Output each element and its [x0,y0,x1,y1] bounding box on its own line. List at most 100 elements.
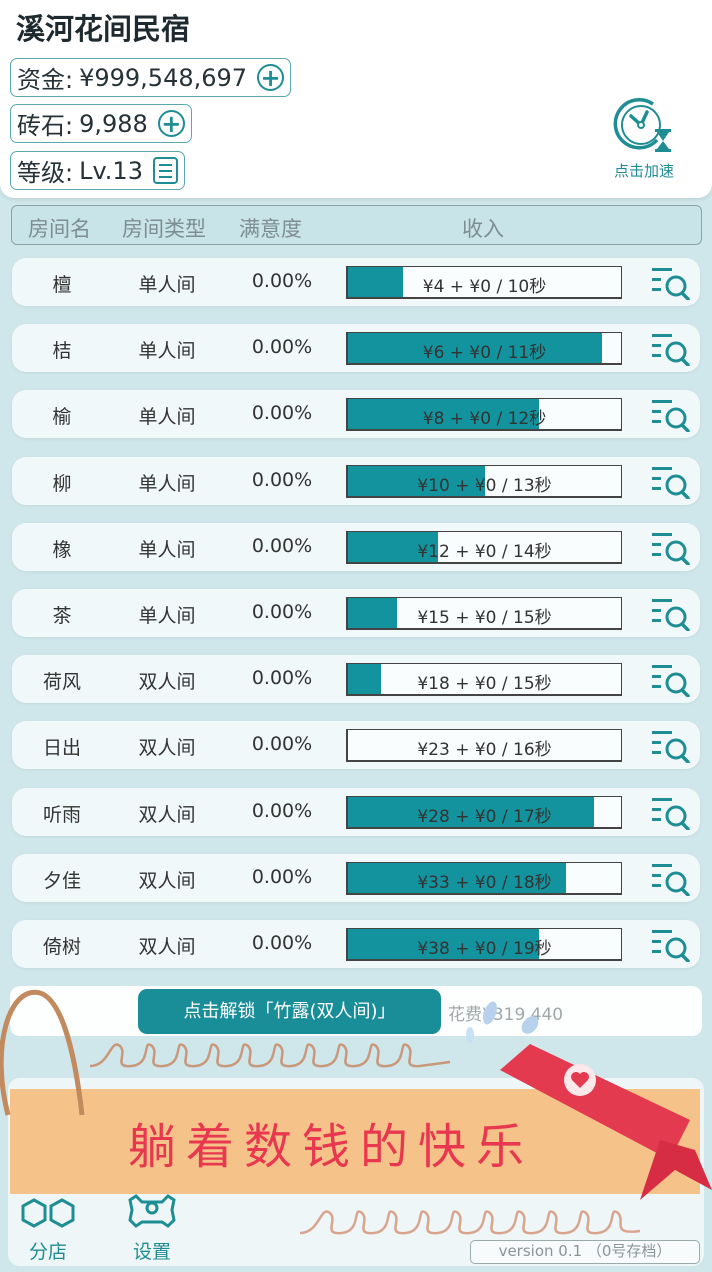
income-progress-bar: ¥23 + ¥0 / 16秒 [346,729,622,763]
hexagons-icon [21,1198,75,1228]
room-satisfaction: 0.00% [251,270,313,292]
gear-icon [128,1194,176,1228]
room-detail-button[interactable] [650,398,694,434]
progress-fill [348,598,398,628]
table-row: 桔 单人间 0.00% ¥6 + ¥0 / 11秒 [12,324,700,373]
table-row: 夕佳 双人间 0.00% ¥33 + ¥0 / 18秒 [12,853,700,902]
list-search-icon [652,334,690,367]
column-header-type: 房间类型 [122,217,206,241]
room-type: 双人间 [138,737,196,760]
room-name: 听雨 [42,803,81,826]
version-label: version 0.1 （0号存档） [470,1240,700,1264]
room-satisfaction: 0.00% [251,336,313,359]
income-progress-bar: ¥18 + ¥0 / 15秒 [346,663,622,697]
table-row: 檀 单人间 0.00% ¥4 + ¥0 / 10秒 [12,258,700,306]
room-type: 单人间 [138,406,196,429]
progress-fill [348,929,540,959]
level-box: 等级: Lv.13 [10,151,185,190]
table-row: 听雨 双人间 0.00% ¥28 + ¥0 / 17秒 [12,787,700,836]
table-row: 茶 单人间 0.00% ¥15 + ¥0 / 15秒 [12,589,700,637]
table-row: 柳 单人间 0.00% ¥10 + ¥0 / 13秒 [12,456,700,505]
room-type: 单人间 [138,340,196,363]
room-detail-button[interactable] [650,796,694,831]
list-search-icon [652,797,690,831]
room-type: 双人间 [138,869,196,892]
top-panel: 溪河花间民宿 资金: ¥999,548,697 + 砖石: 9,988 + 等级… [0,0,712,198]
list-search-icon [652,466,690,500]
income-progress-bar: ¥4 + ¥0 / 10秒 [346,266,622,299]
decorative-loops-icon [90,1043,450,1068]
room-type: 双人间 [138,936,196,958]
room-detail-button[interactable] [650,729,694,765]
level-list-button[interactable] [152,157,178,184]
room-name: 茶 [52,605,72,627]
unlock-row: 点击解锁「竹露(双人间)」 花费¥319,440 [10,986,702,1036]
room-detail-button[interactable] [650,465,694,500]
funds-label: 资金: [17,66,74,94]
room-income: ¥4 + ¥0 / 10秒 [422,277,547,297]
list-search-icon [652,930,690,963]
table-row: 荷风 双人间 0.00% ¥18 + ¥0 / 15秒 [12,655,700,704]
room-income: ¥15 + ¥0 / 15秒 [417,608,552,628]
column-header-satisfaction: 满意度 [239,217,302,241]
list-search-icon [652,268,690,301]
room-satisfaction: 0.00% [251,865,313,888]
room-type: 双人间 [138,803,196,826]
room-income: ¥38 + ¥0 / 19秒 [417,939,552,959]
nav-branch-label: 分店 [28,1241,67,1263]
progress-fill [348,664,381,695]
bricks-label: 砖石: [17,112,74,140]
room-income: ¥10 + ¥0 / 13秒 [417,475,552,496]
room-income: ¥28 + ¥0 / 17秒 [417,806,552,827]
column-header-income: 收入 [462,217,504,241]
level-value: Lv.13 [79,156,143,185]
progress-fill [348,333,602,364]
room-detail-button[interactable] [650,332,694,367]
list-search-icon [652,665,690,698]
room-detail-button[interactable] [650,531,694,566]
table-row: 日出 双人间 0.00% ¥23 + ¥0 / 16秒 [12,721,700,770]
progress-fill [348,862,567,893]
room-type: 单人间 [138,274,196,296]
room-name: 橡 [52,538,72,561]
room-satisfaction: 0.00% [251,667,313,690]
room-income: ¥33 + ¥0 / 18秒 [417,872,552,893]
room-detail-button[interactable] [650,663,694,698]
speed-up-label: 点击加速 [613,162,674,180]
unlock-cost: 花费¥319,440 [448,1005,564,1025]
room-detail-button[interactable] [650,266,694,301]
income-progress-bar: ¥12 + ¥0 / 14秒 [346,530,622,564]
room-type: 单人间 [138,472,196,495]
plus-circle-icon: + [260,63,281,92]
income-progress-bar: ¥15 + ¥0 / 15秒 [346,597,622,630]
nav-settings-button[interactable]: 设置 [122,1192,182,1264]
list-search-icon [652,532,690,566]
room-detail-button[interactable] [650,928,694,963]
room-type: 双人间 [138,671,196,694]
income-progress-bar: ¥33 + ¥0 / 18秒 [346,861,622,895]
unlock-room-button[interactable]: 点击解锁「竹露(双人间)」 [138,989,441,1034]
room-income: ¥12 + ¥0 / 14秒 [417,541,552,562]
room-name: 日出 [42,737,81,760]
bricks-value: 9,988 [79,109,148,138]
promo-banner: 躺着数钱的快乐 [10,1089,700,1194]
room-satisfaction: 0.00% [251,534,313,557]
add-bricks-button[interactable]: + [157,110,185,137]
income-progress-bar: ¥6 + ¥0 / 11秒 [346,332,622,366]
progress-fill [348,531,439,562]
progress-fill [348,267,403,297]
speed-up-button[interactable]: 点击加速 [606,96,682,181]
nav-branch-button[interactable]: 分店 [18,1196,78,1264]
income-progress-bar: ¥28 + ¥0 / 17秒 [346,795,622,829]
room-income: ¥8 + ¥0 / 12秒 [422,409,547,430]
room-satisfaction: 0.00% [251,932,313,954]
list-search-icon [652,731,690,765]
add-funds-button[interactable]: + [257,63,285,92]
room-detail-button[interactable] [650,862,694,897]
room-name: 荷风 [42,671,81,694]
room-detail-button[interactable] [650,597,694,632]
progress-fill [348,796,594,827]
table-row: 榆 单人间 0.00% ¥8 + ¥0 / 12秒 [12,390,700,439]
list-search-icon [652,863,690,897]
room-income: ¥18 + ¥0 / 15秒 [417,674,552,695]
